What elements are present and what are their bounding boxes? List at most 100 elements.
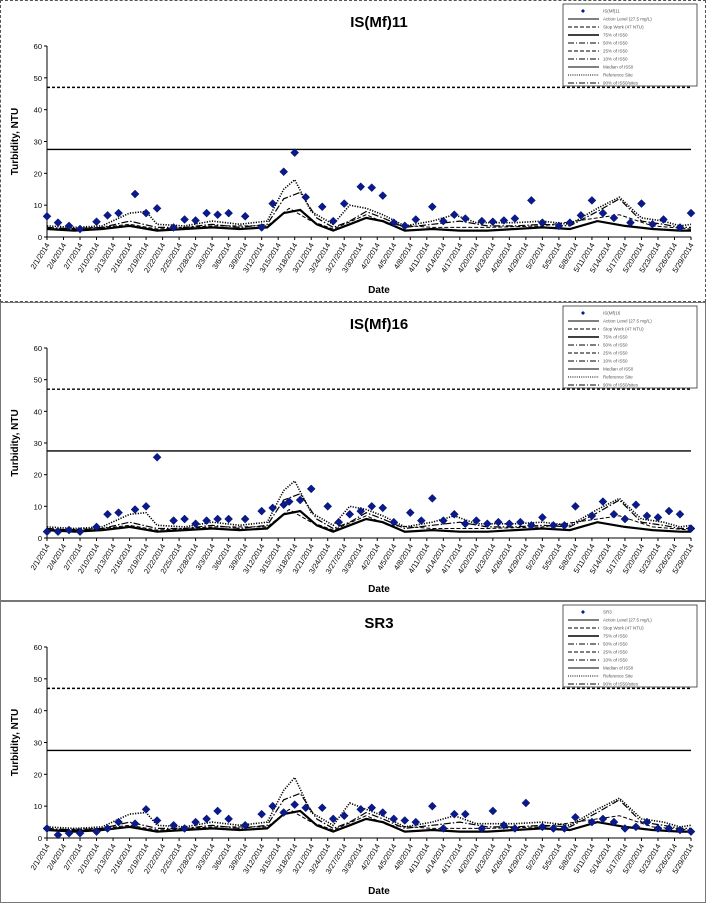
series-line-solid-thick: [46, 809, 691, 833]
data-point: [290, 148, 300, 157]
data-point: [549, 824, 558, 833]
legend-marker: [581, 610, 585, 614]
data-point: [378, 808, 388, 817]
data-point: [169, 223, 178, 232]
data-point: [653, 824, 663, 833]
x-axis-label: Date: [368, 285, 390, 296]
legend-label: 75% of IS50: [603, 335, 628, 340]
data-point: [389, 814, 399, 824]
y-tick-label: 40: [34, 106, 42, 115]
data-point: [240, 820, 250, 830]
data-point: [527, 520, 536, 530]
chart-panel-2: IS(Mf)16 0 10 20 30 40 50 60 Turbidity, NTU 2/1/2…: [0, 302, 706, 601]
data-point: [411, 215, 421, 224]
data-point: [609, 213, 619, 223]
data-point: [130, 819, 140, 829]
data-point: [114, 208, 123, 218]
data-point: [53, 527, 63, 537]
y-tick-label: 20: [34, 770, 42, 779]
legend-label: Reference Site: [603, 375, 633, 380]
data-point: [202, 208, 211, 218]
data-point: [103, 824, 112, 833]
data-point: [538, 218, 547, 228]
data-point: [224, 514, 233, 524]
data-point: [499, 820, 509, 830]
data-point: [510, 824, 520, 833]
data-point: [75, 224, 85, 234]
data-point: [510, 214, 520, 223]
data-point: [521, 798, 531, 808]
data-point: [141, 208, 151, 218]
legend-marker: [581, 9, 585, 13]
data-point: [587, 511, 597, 521]
data-point: [92, 827, 101, 836]
data-point: [664, 506, 674, 516]
data-point: [213, 806, 222, 816]
x-axis-label: Date: [368, 886, 390, 897]
data-point: [53, 218, 63, 228]
legend-label: IS(Mf)16: [603, 311, 621, 316]
data-point: [460, 214, 470, 223]
legend-label: 75% of IS50: [603, 634, 628, 639]
series-line-dashed: [46, 207, 692, 230]
y-tick-label: 60: [34, 344, 42, 353]
data-point: [516, 517, 525, 527]
data-point: [449, 509, 459, 519]
legend-label: Median of IS50: [603, 666, 634, 671]
data-point: [416, 516, 426, 525]
data-point: [257, 223, 267, 232]
legend-label: 90% of IS50/sites: [603, 81, 639, 86]
y-tick-label: 30: [34, 138, 42, 147]
data-point: [339, 199, 349, 208]
data-point: [114, 817, 123, 827]
data-point: [400, 816, 410, 825]
data-point: [367, 501, 377, 511]
data-point: [64, 221, 74, 231]
data-point: [449, 809, 459, 819]
data-point: [438, 824, 448, 833]
data-point: [317, 803, 327, 813]
series-line-solid-thick: [46, 208, 691, 232]
data-point: [449, 210, 459, 220]
data-point: [477, 216, 487, 226]
data-point: [493, 517, 503, 527]
legend-box: [562, 604, 698, 688]
x-axis-label: Date: [368, 584, 390, 595]
data-point: [571, 812, 580, 822]
data-point: [488, 217, 498, 227]
y-tick-label: 60: [34, 42, 42, 51]
series-line-dotted: [46, 178, 692, 229]
data-point: [598, 497, 608, 506]
series-line-dotted: [46, 776, 692, 830]
data-point: [191, 216, 200, 225]
data-point: [653, 513, 663, 522]
series-line-solid-thick: [46, 509, 691, 533]
data-point: [224, 208, 233, 218]
data-point: [202, 814, 211, 824]
data-point: [240, 211, 250, 221]
data-point: [356, 506, 366, 516]
data-point: [191, 519, 200, 529]
data-point: [268, 801, 278, 811]
y-tick-label: 20: [34, 169, 42, 178]
data-point: [64, 525, 74, 535]
data-point: [576, 210, 586, 220]
data-point: [180, 215, 189, 224]
data-point: [301, 192, 311, 202]
data-point: [191, 817, 200, 827]
y-tick-label: 50: [34, 376, 42, 385]
data-point: [686, 827, 696, 836]
y-tick-label: 40: [34, 407, 42, 416]
legend-label: Reference Site: [603, 73, 633, 78]
data-point: [411, 817, 421, 827]
data-point: [648, 219, 657, 229]
y-tick-label: 10: [34, 802, 42, 811]
data-point: [240, 514, 250, 524]
data-point: [279, 808, 289, 817]
legend-label: 75% of IS50: [603, 33, 628, 38]
data-point: [42, 211, 52, 221]
data-point: [169, 820, 178, 830]
data-point: [103, 509, 112, 519]
